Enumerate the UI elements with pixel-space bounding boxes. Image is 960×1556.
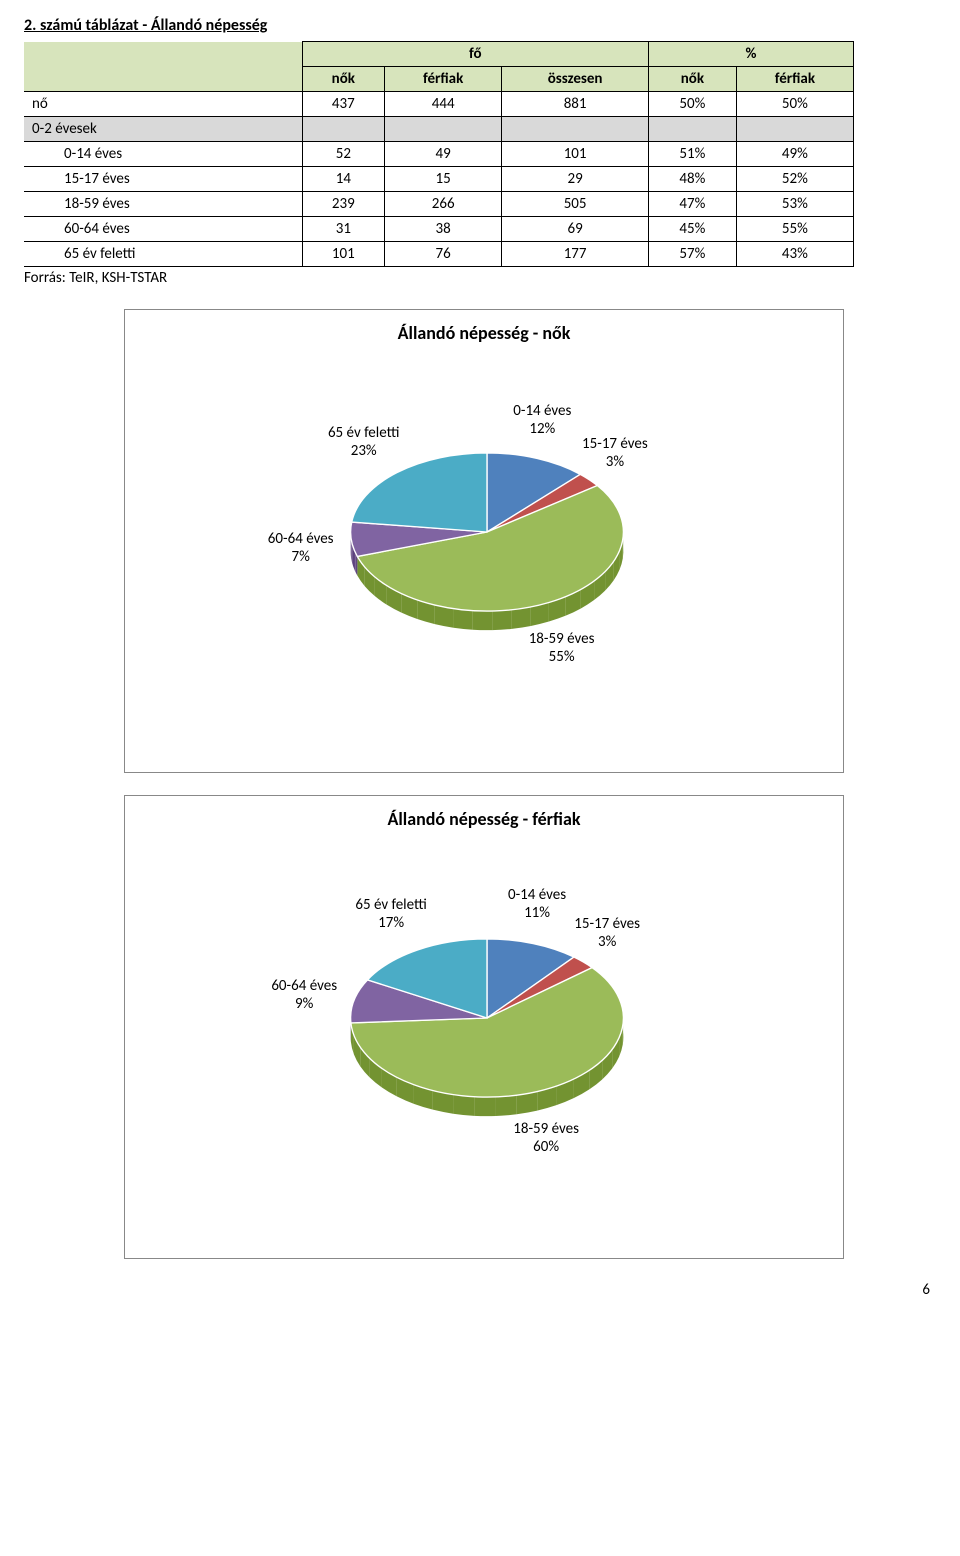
table-title: 2. számú táblázat - Állandó népesség <box>24 16 936 35</box>
pie-side <box>357 555 358 575</box>
table-row: 60-64 éves31386945%55% <box>24 217 854 242</box>
pie-label: 15-17 éves3% <box>582 435 648 471</box>
row-label-cell: 0-2 évesek <box>24 117 302 142</box>
col-head-fo: fő <box>302 42 648 67</box>
col-sub-ferfiak2: férfiak <box>736 67 853 92</box>
pie-side <box>473 611 493 631</box>
pie-side <box>512 607 531 629</box>
data-cell: 29 <box>502 167 649 192</box>
pie-label: 15-17 éves3% <box>574 915 640 951</box>
table-row: 0-14 éves524910151%49% <box>24 142 854 167</box>
pie-side <box>492 610 511 630</box>
chart1-title: Állandó népesség - nők <box>137 322 831 344</box>
data-cell: 505 <box>502 192 649 217</box>
source-line: Forrás: TeIR, KSH-TSTAR <box>24 269 936 287</box>
data-cell: 444 <box>385 92 502 117</box>
data-cell <box>648 117 736 142</box>
pie-side <box>355 552 356 572</box>
data-cell: 47% <box>648 192 736 217</box>
col-sub-nok2: nők <box>648 67 736 92</box>
pie-label: 65 év feletti17% <box>355 896 426 932</box>
pie-label: 65 év feletti23% <box>328 424 399 460</box>
data-cell: 49 <box>385 142 502 167</box>
table-row: 0-2 évesek <box>24 117 854 142</box>
pie-label: 18-59 éves55% <box>529 630 595 666</box>
data-cell: 52% <box>736 167 853 192</box>
data-cell: 14 <box>302 167 384 192</box>
data-cell: 69 <box>502 217 649 242</box>
data-cell: 50% <box>648 92 736 117</box>
row-label-cell: 60-64 éves <box>24 217 302 242</box>
pie-label: 0-14 éves12% <box>513 402 571 438</box>
data-cell: 50% <box>736 92 853 117</box>
data-cell: 48% <box>648 167 736 192</box>
pie-side <box>453 609 472 630</box>
data-cell: 43% <box>736 242 853 267</box>
col-sub-nok: nők <box>302 67 384 92</box>
population-table: fő % nők férfiak összesen nők férfiak nő… <box>24 41 854 267</box>
pie-label: 60-64 éves7% <box>268 530 334 566</box>
data-cell: 437 <box>302 92 384 117</box>
table-row: nő43744488150%50% <box>24 92 854 117</box>
pie-side <box>356 554 357 574</box>
row-label-cell: nő <box>24 92 302 117</box>
chart2-title: Állandó népesség - férfiak <box>137 808 831 830</box>
pie-slice <box>352 453 487 532</box>
pie-side <box>354 549 355 570</box>
data-cell: 51% <box>648 142 736 167</box>
data-cell: 239 <box>302 192 384 217</box>
data-cell <box>736 117 853 142</box>
data-cell: 76 <box>385 242 502 267</box>
data-cell: 52 <box>302 142 384 167</box>
data-cell: 53% <box>736 192 853 217</box>
data-cell: 266 <box>385 192 502 217</box>
pie-label: 60-64 éves9% <box>271 977 337 1013</box>
row-label-cell: 18-59 éves <box>24 192 302 217</box>
data-cell: 101 <box>502 142 649 167</box>
data-cell: 31 <box>302 217 384 242</box>
row-label-cell: 65 év feletti <box>24 242 302 267</box>
table-corner-cell <box>24 42 302 92</box>
data-cell: 57% <box>648 242 736 267</box>
pie-side <box>474 1097 495 1116</box>
table-row: 15-17 éves14152948%52% <box>24 167 854 192</box>
table-row: 18-59 éves23926650547%53% <box>24 192 854 217</box>
pie-side <box>453 1095 474 1116</box>
data-cell: 881 <box>502 92 649 117</box>
data-cell: 55% <box>736 217 853 242</box>
col-head-pct: % <box>648 42 853 67</box>
data-cell: 177 <box>502 242 649 267</box>
row-label-cell: 15-17 éves <box>24 167 302 192</box>
chart-allando-nok: Állandó népesség - nők 0-14 éves12% 15-17… <box>124 309 844 773</box>
data-cell: 15 <box>385 167 502 192</box>
pie-side <box>353 548 354 569</box>
col-sub-ferfiak: férfiak <box>385 67 502 92</box>
data-cell: 49% <box>736 142 853 167</box>
data-cell <box>302 117 384 142</box>
page-number: 6 <box>24 1281 936 1299</box>
row-label-cell: 0-14 éves <box>24 142 302 167</box>
table-row: 65 év feletti1017617757%43% <box>24 242 854 267</box>
col-sub-osszesen: összesen <box>502 67 649 92</box>
data-cell <box>385 117 502 142</box>
pie-side <box>496 1095 517 1116</box>
pie-label: 18-59 éves60% <box>513 1120 579 1156</box>
data-cell <box>502 117 649 142</box>
data-cell: 45% <box>648 217 736 242</box>
data-cell: 38 <box>385 217 502 242</box>
pie-side <box>355 551 356 571</box>
pie-label: 0-14 éves11% <box>508 886 566 922</box>
data-cell: 101 <box>302 242 384 267</box>
chart-allando-ferfiak: Állandó népesség - férfiak 0-14 éves11%1… <box>124 795 844 1259</box>
